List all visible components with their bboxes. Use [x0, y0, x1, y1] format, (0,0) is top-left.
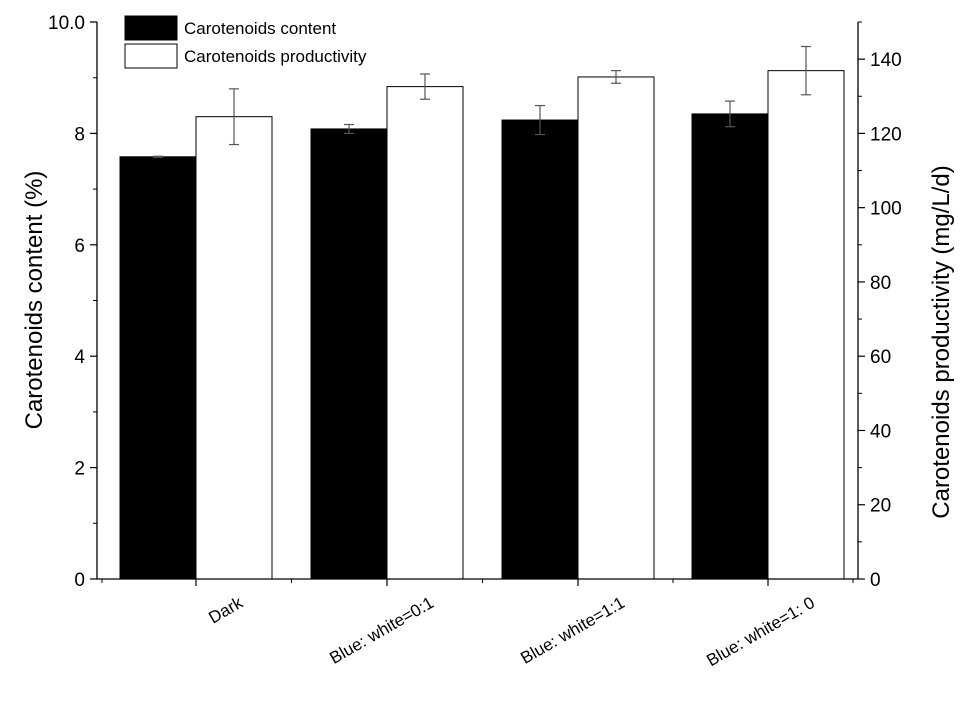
legend-swatch-productivity — [124, 43, 178, 69]
y-right-tick-label: 20 — [870, 496, 891, 517]
y-left-tick-label: 2 — [74, 459, 85, 480]
y-left-tick-label: 4 — [74, 347, 85, 368]
x-category-label: Blue: white=1:1 — [517, 593, 628, 668]
bar-content — [119, 156, 197, 580]
y-right-tick-label: 80 — [870, 273, 891, 294]
bar-productivity — [577, 76, 655, 580]
y-right-tick-label: 40 — [870, 421, 891, 442]
legend-swatch-content — [124, 15, 178, 41]
y-right-tick-label: 140 — [870, 50, 902, 71]
bar-content — [310, 128, 388, 580]
x-category-label: Dark — [205, 593, 246, 628]
y-left-tick-label: 6 — [74, 236, 85, 257]
y-right-tick-label: 120 — [870, 124, 902, 145]
x-category-label: Blue: white=0:1 — [326, 593, 437, 668]
bars-layer — [119, 70, 845, 580]
bar-content — [691, 113, 769, 580]
y-right-tick-label: 60 — [870, 347, 891, 368]
legend: Carotenoids content Carotenoids producti… — [124, 15, 367, 69]
y-axis-right-label: Carotenoids productivity (mg/L/d) — [928, 165, 955, 518]
bar-productivity — [386, 86, 464, 580]
bar-content — [501, 119, 579, 580]
y-right-tick-label: 100 — [870, 199, 902, 220]
legend-label-productivity: Carotenoids productivity — [184, 47, 367, 66]
legend-label-content: Carotenoids content — [184, 19, 336, 38]
y-right-tick-label: 0 — [870, 570, 881, 591]
y-left-tick-label: 8 — [74, 124, 85, 145]
x-category-label: Blue: white=1: 0 — [703, 593, 818, 670]
y-left-tick-label: 10.0 — [48, 13, 85, 34]
y-axis-left-label: Carotenoids content (%) — [21, 171, 48, 430]
y-left-tick-label: 0 — [74, 570, 85, 591]
bar-productivity — [195, 116, 273, 580]
bar-productivity — [767, 70, 845, 580]
error-bars-layer — [153, 45, 811, 158]
